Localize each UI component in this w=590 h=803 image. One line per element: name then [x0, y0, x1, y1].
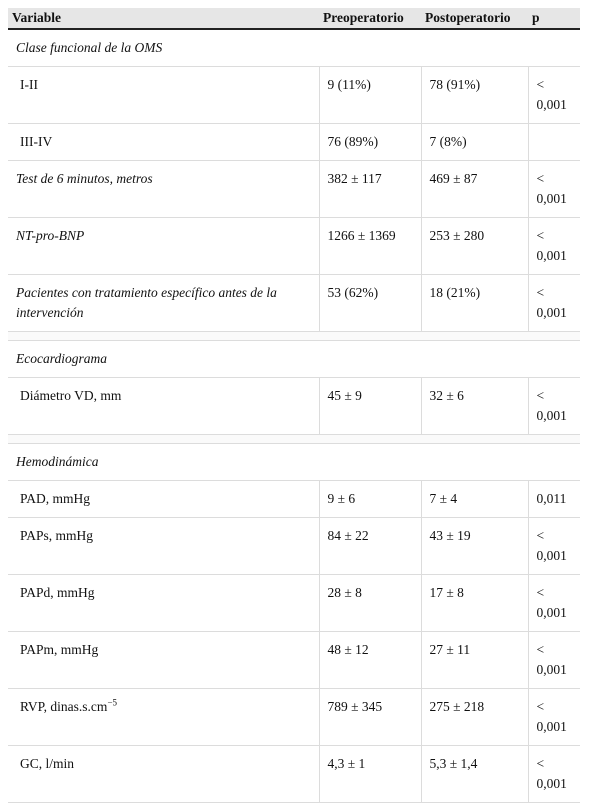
results-table: Variable Preoperatorio Postoperatorio p … [8, 8, 580, 803]
row-label: Diámetro VD, mm [8, 377, 320, 435]
pre-value: 28 ± 8 [319, 574, 422, 632]
post-value: 17 ± 8 [421, 574, 529, 632]
table-row: PAPd, mmHg 28 ± 8 17 ± 8 < 0,001 [8, 574, 580, 632]
table-row: Test de 6 minutos, metros 382 ± 117 469 … [8, 160, 580, 218]
table-row: PAPm, mmHg 48 ± 12 27 ± 11 < 0,001 [8, 631, 580, 689]
post-value: 275 ± 218 [421, 688, 529, 746]
header-p: p [528, 8, 580, 30]
pre-value: 76 (89%) [319, 123, 422, 161]
row-label: NT-pro-BNP [8, 217, 320, 275]
post-value: 5,3 ± 1,4 [421, 745, 529, 803]
pre-value: 1266 ± 1369 [319, 217, 422, 275]
pre-value: 382 ± 117 [319, 160, 422, 218]
header-variable: Variable [8, 8, 319, 30]
p-value: < 0,001 [528, 160, 580, 218]
post-value: 18 (21%) [421, 274, 529, 332]
table-row: PAPs, mmHg 84 ± 22 43 ± 19 < 0,001 [8, 517, 580, 575]
pre-value: 9 ± 6 [319, 480, 422, 518]
table-row: I-II 9 (11%) 78 (91%) < 0,001 [8, 66, 580, 124]
p-value: < 0,001 [528, 217, 580, 275]
pre-value: 84 ± 22 [319, 517, 422, 575]
table-row: RVP, dinas.s.cm−5 789 ± 345 275 ± 218 < … [8, 688, 580, 746]
header-postoperatorio: Postoperatorio [421, 8, 528, 30]
row-label-cell: RVP, dinas.s.cm−5 [8, 688, 320, 746]
spacer-cell [8, 434, 580, 444]
section-label: Hemodinámica [8, 443, 580, 481]
p-value: < 0,001 [528, 517, 580, 575]
p-value: < 0,001 [528, 377, 580, 435]
post-value: 32 ± 6 [421, 377, 529, 435]
post-value: 27 ± 11 [421, 631, 529, 689]
p-value: < 0,001 [528, 274, 580, 332]
p-value: < 0,001 [528, 631, 580, 689]
p-value: 0,011 [528, 480, 580, 518]
post-value: 78 (91%) [421, 66, 529, 124]
post-value: 7 ± 4 [421, 480, 529, 518]
pre-value: 9 (11%) [319, 66, 422, 124]
table-row: Pacientes con tratamiento específico ant… [8, 274, 580, 332]
post-value: 253 ± 280 [421, 217, 529, 275]
p-value: < 0,001 [528, 745, 580, 803]
post-value: 7 (8%) [421, 123, 529, 161]
table-row: Diámetro VD, mm 45 ± 9 32 ± 6 < 0,001 [8, 377, 580, 435]
post-value: 469 ± 87 [421, 160, 529, 218]
table-row: PAD, mmHg 9 ± 6 7 ± 4 0,011 [8, 480, 580, 518]
row-label: RVP, dinas.s.cm [20, 699, 108, 714]
spacer-row [8, 434, 580, 444]
section-row-hemo: Hemodinámica [8, 443, 580, 481]
row-label: Test de 6 minutos, metros [8, 160, 320, 218]
row-label: PAPs, mmHg [8, 517, 320, 575]
pre-value: 4,3 ± 1 [319, 745, 422, 803]
pre-value: 53 (62%) [319, 274, 422, 332]
section-row-clase: Clase funcional de la OMS [8, 29, 580, 67]
row-label: PAPm, mmHg [8, 631, 320, 689]
section-label: Clase funcional de la OMS [8, 29, 580, 67]
pre-value: 48 ± 12 [319, 631, 422, 689]
table-row: NT-pro-BNP 1266 ± 1369 253 ± 280 < 0,001 [8, 217, 580, 275]
section-row-eco: Ecocardiograma [8, 340, 580, 378]
post-value: 43 ± 19 [421, 517, 529, 575]
row-label: PAPd, mmHg [8, 574, 320, 632]
table-row: III-IV 76 (89%) 7 (8%) [8, 123, 580, 161]
section-label: Ecocardiograma [8, 340, 580, 378]
p-value [528, 123, 580, 161]
row-label: PAD, mmHg [8, 480, 320, 518]
header-preoperatorio: Preoperatorio [319, 8, 421, 30]
row-label: Pacientes con tratamiento específico ant… [8, 274, 320, 332]
unit-exponent: −5 [107, 697, 118, 708]
row-label: III-IV [8, 123, 320, 161]
spacer-row [8, 331, 580, 341]
table-row: GC, l/min 4,3 ± 1 5,3 ± 1,4 < 0,001 [8, 745, 580, 803]
spacer-cell [8, 331, 580, 341]
p-value: < 0,001 [528, 66, 580, 124]
p-value: < 0,001 [528, 688, 580, 746]
row-label: GC, l/min [8, 745, 320, 803]
pre-value: 789 ± 345 [319, 688, 422, 746]
header-row: Variable Preoperatorio Postoperatorio p [8, 8, 580, 30]
pre-value: 45 ± 9 [319, 377, 422, 435]
p-value: < 0,001 [528, 574, 580, 632]
row-label: I-II [8, 66, 320, 124]
